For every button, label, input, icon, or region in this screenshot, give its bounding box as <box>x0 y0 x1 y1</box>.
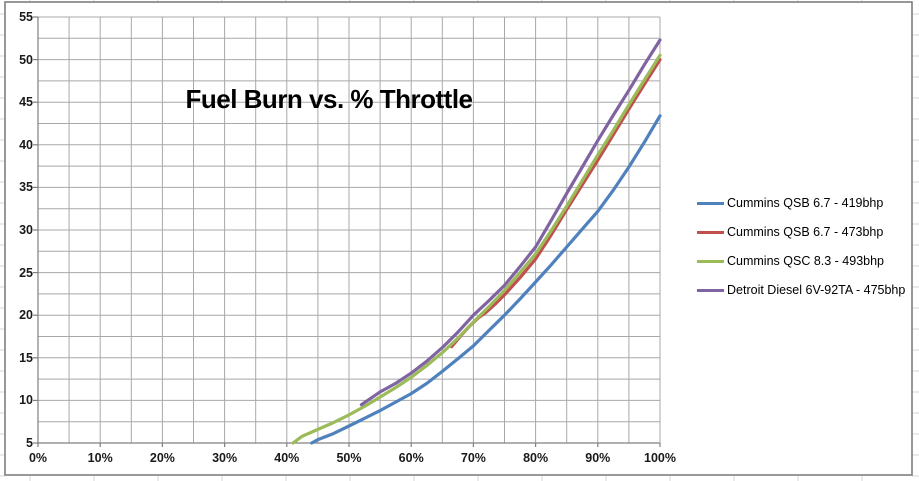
y-axis-label: 45 <box>19 95 33 110</box>
legend-key-line <box>697 201 724 206</box>
legend-label: Cummins QSB 6.7 - 473bhp <box>727 225 884 239</box>
legend-key-line <box>697 288 724 293</box>
legend-key-line <box>697 259 724 264</box>
chart-title: Fuel Burn vs. % Throttle <box>185 84 473 114</box>
y-axis-label: 20 <box>19 308 33 323</box>
x-axis-label: 60% <box>398 451 424 465</box>
legend-item[interactable]: Cummins QSB 6.7 - 419bhp <box>697 195 883 212</box>
x-axis-label: 30% <box>212 451 238 465</box>
x-axis-label: 0% <box>28 451 48 465</box>
y-axis-label: 10 <box>19 393 33 408</box>
legend-item[interactable]: Detroit Diesel 6V-92TA - 475bhp <box>697 282 905 299</box>
x-axis-label: 50% <box>336 451 362 465</box>
y-axis-label: 35 <box>19 180 33 195</box>
legend-label: Cummins QSB 6.7 - 419bhp <box>727 196 884 210</box>
x-axis-label: 90% <box>585 451 611 465</box>
y-axis-label: 40 <box>19 137 33 152</box>
y-axis-label: 15 <box>19 350 33 365</box>
x-axis-label: 70% <box>460 451 486 465</box>
y-axis-label: 50 <box>19 52 33 67</box>
y-axis-label: 55 <box>19 10 33 24</box>
legend-label: Detroit Diesel 6V-92TA - 475bhp <box>727 283 906 297</box>
series-line-2[interactable] <box>291 53 662 445</box>
x-axis-label: 20% <box>149 451 175 465</box>
x-axis-label: 10% <box>87 451 113 465</box>
legend-item[interactable]: Cummins QSC 8.3 - 493bhp <box>697 253 884 270</box>
x-axis-label: 40% <box>274 451 300 465</box>
x-axis-label: 80% <box>523 451 549 465</box>
x-axis-label: 100% <box>644 451 676 465</box>
series-line-0[interactable] <box>310 114 662 445</box>
y-axis-label: 30 <box>19 223 33 237</box>
y-axis-label: 5 <box>26 436 33 450</box>
legend-item[interactable]: Cummins QSB 6.7 - 473bhp <box>697 224 883 241</box>
legend-label: Cummins QSC 8.3 - 493bhp <box>727 254 885 268</box>
y-axis-label: 25 <box>19 265 33 280</box>
series-line-3[interactable] <box>359 38 662 407</box>
legend-key-line <box>697 230 724 235</box>
